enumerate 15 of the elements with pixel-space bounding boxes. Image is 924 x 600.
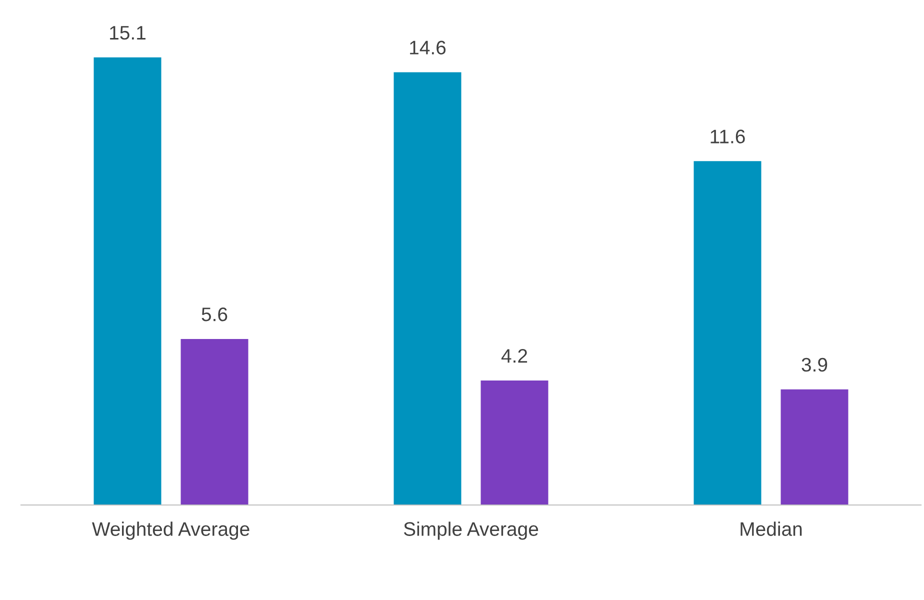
bar — [394, 72, 462, 505]
x-tick-label: Weighted Average — [92, 522, 250, 540]
data-label: 11.6 — [710, 130, 745, 144]
x-tick-label: Simple Average — [404, 522, 538, 540]
data-label: 5.6 — [202, 307, 228, 322]
data-label: 4.2 — [501, 348, 528, 363]
bar — [780, 389, 848, 505]
data-label: 3.9 — [802, 358, 828, 372]
bar — [694, 161, 762, 505]
data-label: 15.1 — [110, 26, 146, 40]
data-label: 14.6 — [410, 40, 446, 54]
bar — [180, 338, 248, 505]
bar — [480, 380, 548, 505]
x-tick-label: Median — [740, 522, 802, 536]
bar — [94, 57, 162, 505]
